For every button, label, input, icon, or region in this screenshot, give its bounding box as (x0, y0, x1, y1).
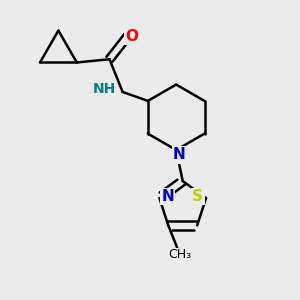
Text: S: S (192, 189, 203, 204)
Text: NH: NH (93, 82, 116, 96)
Text: O: O (125, 29, 138, 44)
Text: N: N (161, 189, 174, 204)
Text: CH₃: CH₃ (168, 248, 191, 261)
Text: N: N (173, 147, 186, 162)
